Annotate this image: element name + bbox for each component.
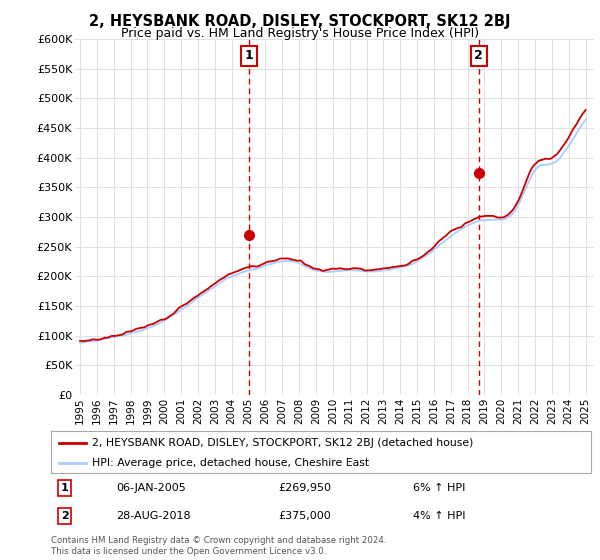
Text: 2, HEYSBANK ROAD, DISLEY, STOCKPORT, SK12 2BJ (detached house): 2, HEYSBANK ROAD, DISLEY, STOCKPORT, SK1… xyxy=(91,438,473,448)
Text: 2: 2 xyxy=(61,511,68,521)
Text: £269,950: £269,950 xyxy=(278,483,331,493)
Text: 6% ↑ HPI: 6% ↑ HPI xyxy=(413,483,465,493)
Text: Price paid vs. HM Land Registry's House Price Index (HPI): Price paid vs. HM Land Registry's House … xyxy=(121,27,479,40)
Text: 2, HEYSBANK ROAD, DISLEY, STOCKPORT, SK12 2BJ: 2, HEYSBANK ROAD, DISLEY, STOCKPORT, SK1… xyxy=(89,14,511,29)
Text: £375,000: £375,000 xyxy=(278,511,331,521)
Text: 4% ↑ HPI: 4% ↑ HPI xyxy=(413,511,466,521)
Text: HPI: Average price, detached house, Cheshire East: HPI: Average price, detached house, Ches… xyxy=(91,458,368,468)
Text: 1: 1 xyxy=(61,483,68,493)
Text: 28-AUG-2018: 28-AUG-2018 xyxy=(116,511,190,521)
Text: 2: 2 xyxy=(475,49,483,62)
Text: 1: 1 xyxy=(245,49,253,62)
Text: 06-JAN-2005: 06-JAN-2005 xyxy=(116,483,185,493)
Text: Contains HM Land Registry data © Crown copyright and database right 2024.
This d: Contains HM Land Registry data © Crown c… xyxy=(51,536,386,556)
